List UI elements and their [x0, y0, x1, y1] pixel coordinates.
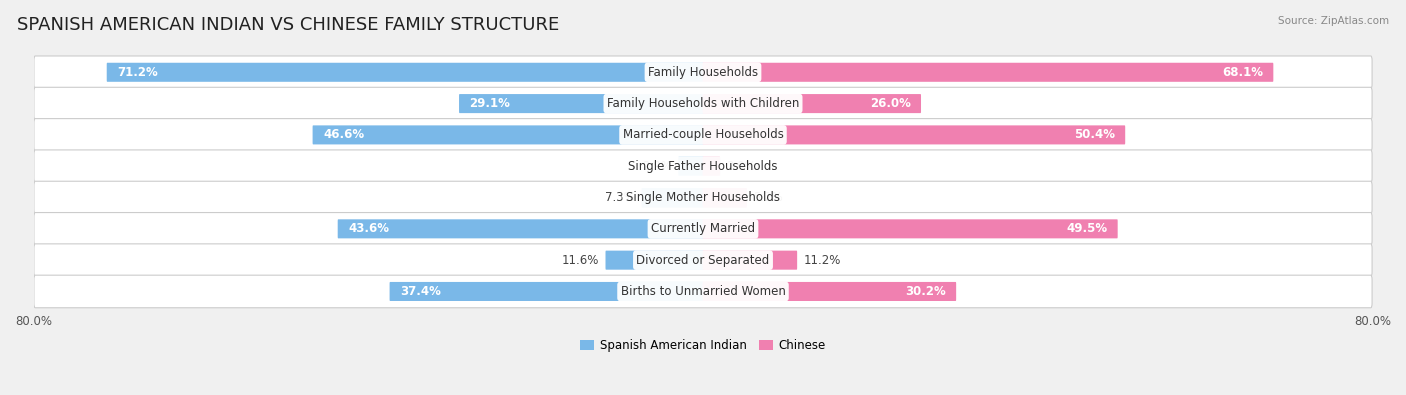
FancyBboxPatch shape [312, 125, 703, 145]
FancyBboxPatch shape [703, 125, 1125, 145]
Text: Source: ZipAtlas.com: Source: ZipAtlas.com [1278, 16, 1389, 26]
Text: 37.4%: 37.4% [401, 285, 441, 298]
Text: Single Father Households: Single Father Households [628, 160, 778, 173]
Text: 2.0%: 2.0% [727, 160, 756, 173]
Text: 30.2%: 30.2% [905, 285, 946, 298]
FancyBboxPatch shape [34, 244, 1372, 276]
Text: 2.9%: 2.9% [643, 160, 672, 173]
Text: 80.0%: 80.0% [15, 315, 52, 328]
Text: Single Mother Households: Single Mother Households [626, 191, 780, 204]
FancyBboxPatch shape [678, 157, 703, 176]
FancyBboxPatch shape [703, 282, 956, 301]
Text: 68.1%: 68.1% [1222, 66, 1263, 79]
FancyBboxPatch shape [34, 181, 1372, 214]
Text: 80.0%: 80.0% [1354, 315, 1391, 328]
FancyBboxPatch shape [703, 157, 720, 176]
Text: 71.2%: 71.2% [117, 66, 157, 79]
Text: Births to Unmarried Women: Births to Unmarried Women [620, 285, 786, 298]
Text: 11.2%: 11.2% [803, 254, 841, 267]
FancyBboxPatch shape [34, 275, 1372, 308]
Text: SPANISH AMERICAN INDIAN VS CHINESE FAMILY STRUCTURE: SPANISH AMERICAN INDIAN VS CHINESE FAMIL… [17, 16, 560, 34]
FancyBboxPatch shape [606, 251, 703, 270]
FancyBboxPatch shape [703, 63, 1274, 82]
Text: 29.1%: 29.1% [470, 97, 510, 110]
Text: 49.5%: 49.5% [1066, 222, 1107, 235]
FancyBboxPatch shape [703, 94, 921, 113]
FancyBboxPatch shape [34, 87, 1372, 120]
Text: 50.4%: 50.4% [1074, 128, 1115, 141]
Text: 11.6%: 11.6% [562, 254, 599, 267]
Text: Currently Married: Currently Married [651, 222, 755, 235]
Text: Family Households: Family Households [648, 66, 758, 79]
FancyBboxPatch shape [34, 213, 1372, 245]
FancyBboxPatch shape [703, 219, 1118, 238]
Text: 7.3%: 7.3% [606, 191, 636, 204]
FancyBboxPatch shape [458, 94, 703, 113]
FancyBboxPatch shape [389, 282, 703, 301]
FancyBboxPatch shape [703, 251, 797, 270]
Text: 5.2%: 5.2% [754, 191, 783, 204]
Text: 43.6%: 43.6% [349, 222, 389, 235]
FancyBboxPatch shape [703, 188, 747, 207]
Text: 46.6%: 46.6% [323, 128, 364, 141]
Text: Family Households with Children: Family Households with Children [607, 97, 799, 110]
Legend: Spanish American Indian, Chinese: Spanish American Indian, Chinese [575, 334, 831, 357]
FancyBboxPatch shape [34, 56, 1372, 88]
Text: 26.0%: 26.0% [870, 97, 911, 110]
FancyBboxPatch shape [107, 63, 703, 82]
Text: Divorced or Separated: Divorced or Separated [637, 254, 769, 267]
FancyBboxPatch shape [34, 118, 1372, 151]
FancyBboxPatch shape [641, 188, 703, 207]
FancyBboxPatch shape [337, 219, 703, 238]
FancyBboxPatch shape [34, 150, 1372, 182]
Text: Married-couple Households: Married-couple Households [623, 128, 783, 141]
